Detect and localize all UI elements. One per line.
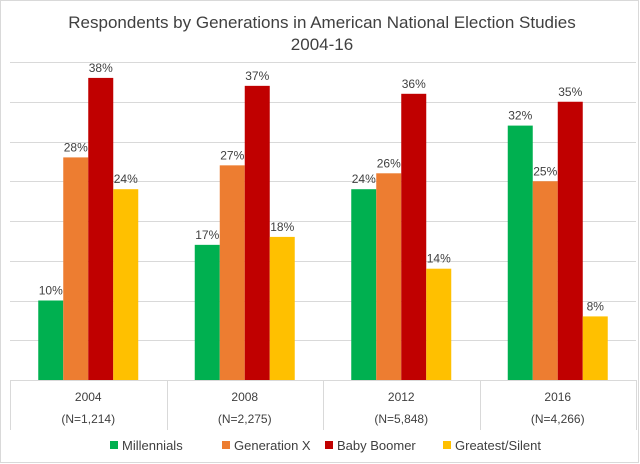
bar-greatest-silent-2016 — [582, 316, 608, 380]
category-label: 2012 — [388, 390, 415, 404]
bar-millennials-2012 — [351, 189, 377, 380]
bar-generation-x-2008 — [219, 165, 245, 380]
bar-greatest-silent-2004 — [113, 189, 139, 380]
bar-greatest-silent-2012 — [426, 268, 452, 380]
data-label: 38% — [89, 61, 113, 75]
bar-baby-boomer-2008 — [244, 85, 270, 380]
bar-greatest-silent-2008 — [269, 236, 295, 380]
legend-swatch — [110, 441, 118, 449]
category-sublabel: (N=1,214) — [61, 412, 115, 426]
category-label: 2016 — [544, 390, 571, 404]
legend-item: Greatest/Silent — [443, 438, 541, 453]
category-sublabel: (N=2,275) — [218, 412, 272, 426]
legend-item: Generation X — [222, 438, 311, 453]
legend-swatch — [222, 441, 230, 449]
bars — [38, 77, 608, 381]
data-label: 24% — [352, 172, 376, 186]
data-label: 8% — [587, 299, 605, 313]
legend-label: Baby Boomer — [337, 438, 416, 453]
bar-baby-boomer-2012 — [401, 93, 427, 381]
category-sublabel: (N=4,266) — [531, 412, 585, 426]
legend-label: Greatest/Silent — [455, 438, 541, 453]
data-label: 17% — [195, 228, 219, 242]
bar-baby-boomer-2016 — [557, 101, 583, 380]
data-label: 10% — [39, 284, 63, 298]
bar-generation-x-2004 — [63, 157, 89, 380]
legend-swatch — [443, 441, 451, 449]
legend-item: Baby Boomer — [325, 438, 416, 453]
data-label: 37% — [245, 69, 269, 83]
category-sublabel: (N=5,848) — [374, 412, 428, 426]
legend-label: Generation X — [234, 438, 311, 453]
legend-swatch — [325, 441, 333, 449]
data-label: 27% — [220, 148, 244, 162]
bar-generation-x-2016 — [532, 181, 558, 380]
data-labels: 10%28%38%24%17%27%37%18%24%26%36%14%32%2… — [39, 61, 605, 313]
legend-label: Millennials — [122, 438, 183, 453]
category-label: 2008 — [231, 390, 258, 404]
bar-generation-x-2012 — [376, 173, 402, 380]
data-label: 32% — [508, 109, 532, 123]
data-label: 35% — [558, 85, 582, 99]
chart-title: Respondents by Generations in American N… — [68, 13, 575, 32]
bar-millennials-2016 — [507, 125, 533, 380]
data-label: 28% — [64, 140, 88, 154]
data-label: 24% — [114, 172, 138, 186]
bar-millennials-2004 — [38, 300, 64, 380]
data-label: 26% — [377, 156, 401, 170]
bar-millennials-2008 — [194, 244, 220, 380]
legend: Millennials Generation X Baby Boomer Greate… — [110, 438, 541, 453]
category-label: 2004 — [75, 390, 102, 404]
chart-subtitle: 2004-16 — [291, 35, 353, 54]
data-label: 25% — [533, 164, 557, 178]
bar-baby-boomer-2004 — [88, 77, 114, 381]
data-label: 18% — [270, 220, 294, 234]
legend-item: Millennials — [110, 438, 183, 453]
category-axis: 2004 (N=1,214) 2008 (N=2,275) 2012 (N=5,848) 2… — [10, 380, 637, 430]
data-label: 36% — [402, 77, 426, 91]
data-label: 14% — [427, 252, 451, 266]
